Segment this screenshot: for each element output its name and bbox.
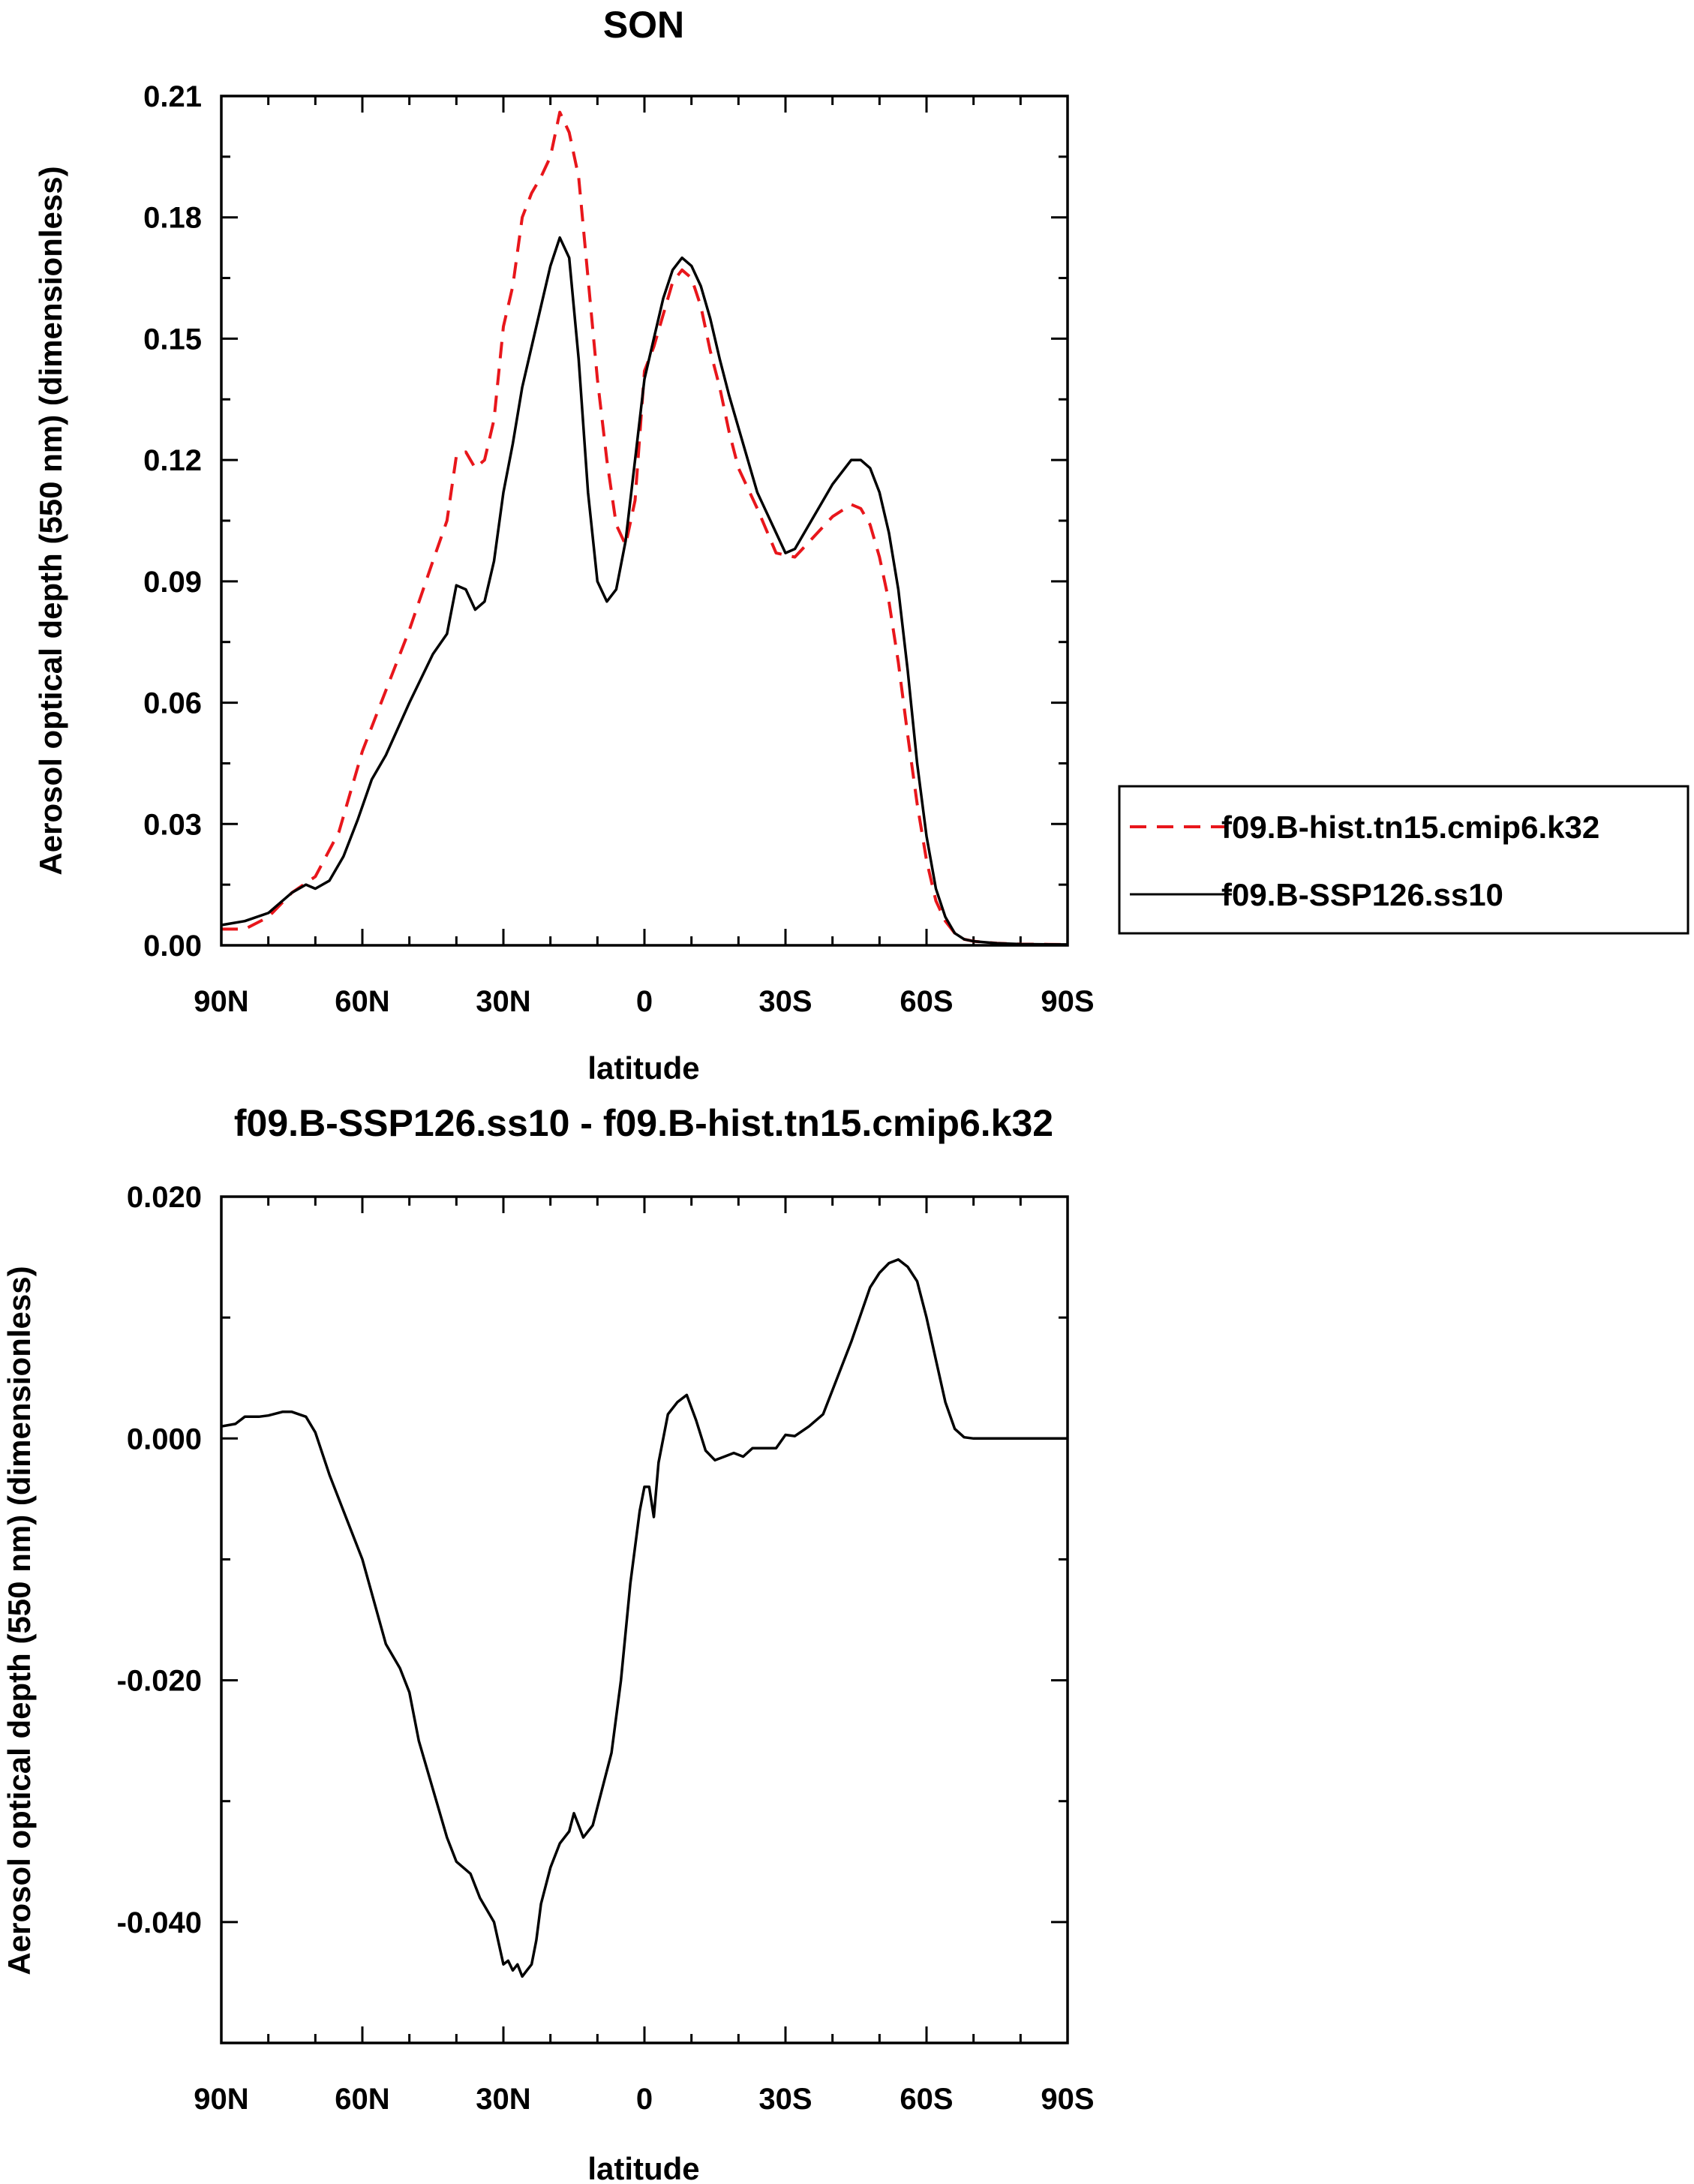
top-series-ssp126-line <box>221 236 1068 946</box>
top-y-tick-label: 0.21 <box>143 80 202 113</box>
bottom-y-tick-label: 0.020 <box>127 1181 202 1214</box>
bottom-difference-line <box>221 1258 1068 1978</box>
top-plot-frame <box>220 95 1069 947</box>
top-y-tick-label: 0.00 <box>143 930 202 963</box>
top-chart-title: SON <box>603 4 684 46</box>
top-y-tick-label: 0.15 <box>143 323 202 356</box>
bottom-x-tick-label: 60S <box>900 2083 953 2116</box>
bottom-y-tick-label: 0.000 <box>127 1422 202 1455</box>
top-x-tick-label: 30S <box>758 985 812 1018</box>
legend-label-ssp126: f09.B-SSP126.ss10 <box>1221 877 1503 912</box>
top-plot-area: 90N 60N 30N 0 30S 60S 90S 0.00 0.03 0.06 0.09 0.12 0… <box>143 80 1094 1018</box>
bottom-panel: f09.B-SSP126.ss10 - f09.B-hist.tn15.cmip… <box>2 1102 1095 2184</box>
bottom-chart-title: f09.B-SSP126.ss10 - f09.B-hist.tn15.cmip… <box>234 1102 1053 1144</box>
top-y-tick-label: 0.06 <box>143 687 202 720</box>
legend: f09.B-hist.tn15.cmip6.k32 f09.B-SSP126.s… <box>1118 785 1689 935</box>
bottom-y-axis-label: Aerosol optical depth (550 nm) (dimensio… <box>2 1266 37 1975</box>
top-x-tick-label: 0 <box>636 985 653 1018</box>
top-x-axis-label: latitude <box>587 1050 699 1086</box>
bottom-plot-area: 90N 60N 30N 0 30S 60S 90S 0.020 0.000 -0.020 -0.04… <box>117 1181 1095 2116</box>
top-x-tick-label: 90N <box>194 985 248 1018</box>
bottom-x-tick-label: 90N <box>194 2083 248 2116</box>
bottom-plot-frame <box>220 1195 1069 2044</box>
legend-box <box>1118 785 1689 935</box>
top-y-tick-label: 0.03 <box>143 808 202 841</box>
bottom-x-tick-label: 30S <box>758 2083 812 2116</box>
top-x-tick-label: 90S <box>1041 985 1094 1018</box>
top-x-tick-label: 60N <box>335 985 389 1018</box>
bottom-x-tick-label: 90S <box>1041 2083 1094 2116</box>
top-y-tick-label: 0.12 <box>143 444 202 477</box>
bottom-x-tick-label: 60N <box>335 2083 389 2116</box>
top-y-tick-label: 0.09 <box>143 566 202 599</box>
top-series-hist-line <box>221 110 1068 946</box>
bottom-x-axis-label: latitude <box>587 2151 699 2184</box>
top-y-tick-label: 0.18 <box>143 202 202 235</box>
bottom-x-tick-label: 0 <box>636 2083 653 2116</box>
bottom-x-tick-label: 30N <box>476 2083 530 2116</box>
top-panel: SON 90N 60N 30N 0 30S 60S 90S 0.00 0.03 0.06 0.09 0… <box>33 4 1689 1086</box>
top-x-tick-label: 60S <box>900 985 953 1018</box>
bottom-y-tick-label: -0.020 <box>117 1665 202 1698</box>
top-y-axis-label: Aerosol optical depth (550 nm) (dimensio… <box>33 166 68 875</box>
legend-label-hist: f09.B-hist.tn15.cmip6.k32 <box>1221 810 1599 845</box>
top-x-tick-label: 30N <box>476 985 530 1018</box>
bottom-y-tick-label: -0.040 <box>117 1906 202 1939</box>
